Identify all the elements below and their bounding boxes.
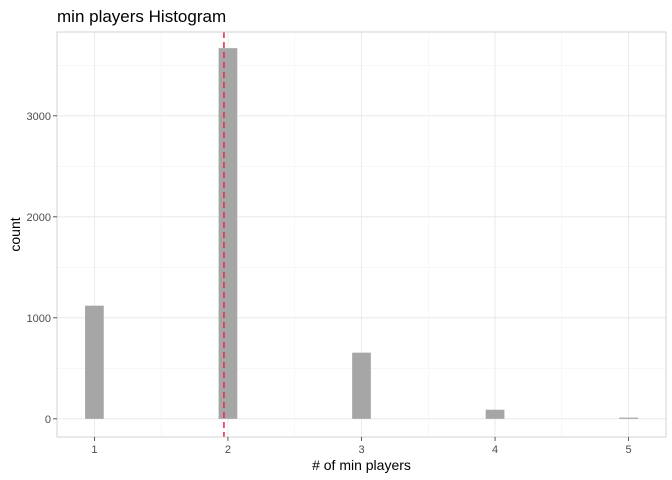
histogram-bar (485, 409, 505, 419)
histogram-bar (619, 417, 638, 419)
histogram-bar (352, 352, 371, 419)
x-tick-label: 2 (225, 444, 231, 456)
x-axis-ticks: 1 2 3 4 5 (91, 437, 632, 456)
y-tick-label: 1000 (27, 313, 51, 325)
x-tick-label: 1 (91, 444, 97, 456)
y-tick-label: 2000 (27, 212, 51, 224)
chart-title: min players Histogram (57, 7, 226, 26)
y-tick-label: 3000 (27, 111, 51, 123)
y-tick-label: 0 (45, 414, 51, 426)
x-tick-label: 4 (492, 444, 498, 456)
x-tick-label: 3 (358, 444, 364, 456)
x-axis-title: # of min players (312, 457, 411, 473)
histogram-bar (85, 305, 104, 419)
y-axis-ticks: 0 1000 2000 3000 (27, 111, 57, 426)
x-tick-label: 5 (626, 444, 632, 456)
histogram-bar (218, 48, 238, 419)
y-axis-title: count (7, 217, 23, 251)
